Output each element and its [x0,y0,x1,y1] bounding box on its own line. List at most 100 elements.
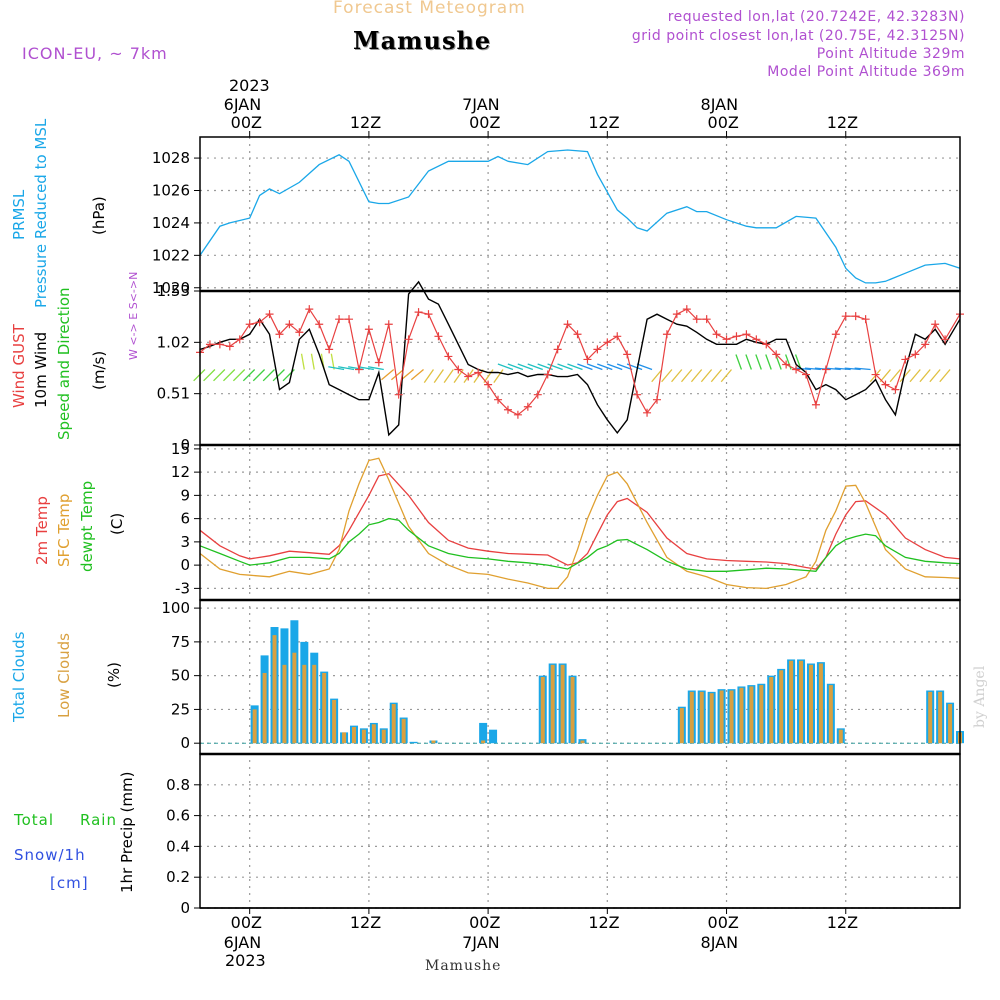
low-cloud-bar [679,708,684,744]
low-cloud-bar [789,660,794,744]
low-cloud-bar [431,740,436,744]
wind-gust-marker [553,345,562,354]
wind-direction-arrow [400,369,415,381]
wind-gust-marker [265,310,274,319]
top-date-label: 6JAN [223,95,262,114]
y-tick-label: 9 [180,486,190,504]
wind-gust-marker [354,365,363,374]
wind-direction-arrow [507,363,524,371]
wind-gust-marker [682,305,691,314]
wind-direction-arrow [720,369,733,383]
bottom-tick-label: 00Z [469,913,501,932]
wind-direction-arrow [919,369,931,383]
y-tick-label: 6 [180,510,190,528]
wind-direction-arrow [213,369,226,382]
wind-direction-arrow [834,367,851,371]
low-cloud-bar [481,740,486,744]
wind-gust-marker [345,315,354,324]
bottom-tick-label: 00Z [707,913,739,932]
wind-direction-arrow [338,366,355,371]
wind-gust-marker [444,352,453,361]
wind-direction-arrow [547,363,563,371]
wind-direction-arrow [597,363,613,371]
wind-gust-marker [901,355,910,364]
wind-gust-marker [772,350,781,359]
wind-direction-arrow [690,369,703,383]
wind-10m-line [199,280,961,437]
wind-direction-arrow [262,369,275,382]
top-date-label: 7JAN [462,95,500,114]
low-cloud-bar [689,691,694,744]
top-year-label: 2023 [229,76,270,95]
wind-direction-arrow [232,369,246,382]
wind-direction-arrow [330,353,335,370]
wind-gust-marker [215,340,224,349]
wind-direction-arrow [680,369,693,383]
low-cloud-bar [371,724,376,744]
total-cloud-bar [489,729,498,744]
top-tick-label: 12Z [826,113,859,132]
low-cloud-bar [570,677,575,744]
wind-gust-marker [454,365,463,374]
wind-direction-arrow [700,369,713,383]
wind-gust-marker [543,370,552,379]
wind-direction-arrow [557,363,573,371]
top-tick-label: 12Z [349,113,382,132]
wind-gust-marker [911,350,920,359]
y-tick-label: 50 [171,667,190,685]
wind-gust-marker [335,315,344,324]
wind-gust-marker [921,340,930,349]
bottom-tick-label: 00Z [230,913,262,932]
wind-gust-marker [414,308,423,317]
wind-gust-marker [692,315,701,324]
wind-gust-marker [205,340,214,349]
wind-gust-marker [374,358,383,367]
low-cloud-bar [769,677,774,744]
low-cloud-bar [938,691,943,744]
snow-label: Snow/1h [14,846,86,864]
wind-gust-marker [533,390,542,399]
wind-direction-arrow [606,363,623,371]
wind-direction-arrow [527,363,543,371]
bottom-tick-label: 12Z [349,913,382,932]
y-tick-label: 0.2 [166,868,190,886]
wind-gust-marker [851,312,860,321]
wind-gust-marker [384,320,393,329]
wind-direction-arrow [844,367,861,371]
low-cloud-bar [779,670,784,744]
wind-direction-arrow [879,369,891,383]
y-tick-label: 1022 [152,246,190,264]
low-cloud-bar [799,660,804,744]
wind-gust-marker [225,342,234,351]
wind-gust-marker [861,315,870,324]
bottom-tick-label: 12Z [588,913,620,932]
low-cloud-bar [282,664,287,744]
wind-gust-marker [275,330,284,339]
y-tick-label: 1.53 [157,282,190,300]
wind-direction-arrow [423,369,434,383]
y-tick-label: 15 [171,440,190,458]
low-cloud-bar [401,718,406,744]
wind-direction-arrow [889,369,901,383]
y-tick-label: 0.4 [166,837,190,855]
wind-gust-marker [732,332,741,341]
total-cloud-bar [479,722,488,744]
top-tick-label: 00Z [707,113,739,132]
wind-direction-arrow [493,369,504,383]
wind-gust-marker [315,320,324,329]
y-tick-label: 0 [180,436,190,454]
snow-unit-label: [cm] [50,874,89,892]
wind-gust-marker [583,355,592,364]
wind-gust-marker [802,370,811,379]
wind-gust-marker [593,345,602,354]
wind-gust-marker [662,330,671,339]
wind-direction-arrow [765,354,772,370]
y-tick-label: 0.8 [166,776,190,794]
wind-direction-arrow [310,353,315,370]
bottom-year-label: 2023 [225,951,266,970]
wind-gust-marker [782,360,791,369]
low-cloud-bar [540,677,545,744]
low-cloud-bar [709,693,714,744]
wind-gust-marker [841,312,850,321]
